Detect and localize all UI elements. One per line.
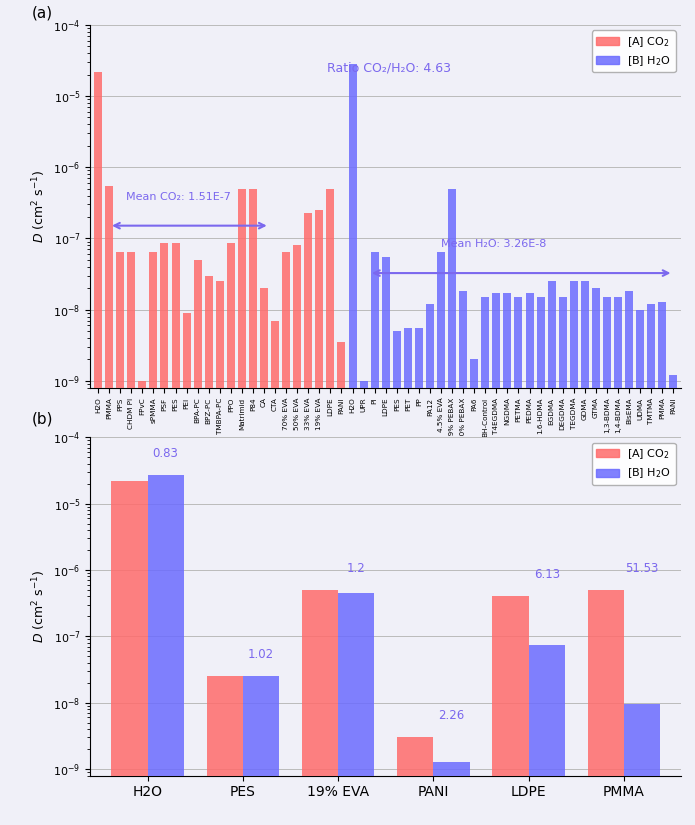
Bar	[426, 304, 434, 825]
Bar	[503, 293, 512, 825]
Bar	[94, 72, 102, 825]
Bar	[111, 481, 147, 825]
Bar	[625, 291, 633, 825]
Bar	[471, 360, 478, 825]
Bar	[138, 381, 147, 825]
Bar	[588, 590, 624, 825]
Y-axis label: $D$ (cm$^2$ s$^{-1}$): $D$ (cm$^2$ s$^{-1}$)	[30, 570, 48, 643]
Bar	[393, 331, 401, 825]
Bar	[548, 281, 555, 825]
Text: Mean H₂O: 3.26E-8: Mean H₂O: 3.26E-8	[441, 239, 546, 249]
Bar	[183, 313, 190, 825]
Bar	[243, 676, 279, 825]
Bar	[302, 590, 338, 825]
Bar	[614, 297, 622, 825]
Bar	[338, 593, 375, 825]
Bar	[581, 281, 589, 825]
Text: 1.2: 1.2	[347, 562, 366, 575]
Bar	[459, 291, 467, 825]
Bar	[514, 297, 523, 825]
Bar	[525, 293, 534, 825]
Bar	[647, 304, 655, 825]
Bar	[492, 293, 500, 825]
Text: Mean CO₂: 1.51E-7: Mean CO₂: 1.51E-7	[126, 192, 231, 202]
Legend: [A] CO$_2$, [B] H$_2$O: [A] CO$_2$, [B] H$_2$O	[592, 31, 676, 73]
Bar	[147, 475, 183, 825]
Bar	[482, 297, 489, 825]
Bar	[415, 328, 423, 825]
Bar	[437, 252, 445, 825]
Bar	[127, 252, 136, 825]
Bar	[370, 252, 379, 825]
Bar	[537, 297, 545, 825]
Bar	[238, 189, 246, 825]
Text: (a): (a)	[31, 6, 52, 21]
Bar	[271, 321, 279, 825]
Bar	[149, 252, 157, 825]
Bar	[227, 243, 235, 825]
Bar	[382, 257, 390, 825]
Bar	[404, 328, 412, 825]
Bar	[669, 375, 678, 825]
Bar	[397, 738, 434, 825]
Bar	[161, 243, 168, 825]
Bar	[592, 288, 600, 825]
Bar	[338, 342, 345, 825]
Bar	[304, 213, 312, 825]
Bar	[636, 309, 644, 825]
Bar	[327, 189, 334, 825]
Bar	[658, 301, 667, 825]
Bar	[570, 281, 578, 825]
Bar	[249, 189, 257, 825]
Legend: [A] CO$_2$, [B] H$_2$O: [A] CO$_2$, [B] H$_2$O	[592, 443, 676, 485]
Bar	[194, 260, 202, 825]
Bar	[293, 245, 301, 825]
Bar	[434, 761, 470, 825]
Text: 6.13: 6.13	[534, 568, 559, 581]
Bar	[105, 186, 113, 825]
Text: 0.83: 0.83	[153, 446, 179, 460]
Bar	[624, 705, 660, 825]
Bar	[316, 210, 323, 825]
Bar	[172, 243, 179, 825]
Text: 51.53: 51.53	[626, 562, 659, 575]
Text: Ratio CO₂/H₂O: 4.63: Ratio CO₂/H₂O: 4.63	[327, 62, 450, 75]
Text: 2.26: 2.26	[439, 710, 464, 722]
Bar	[206, 676, 243, 825]
Bar	[282, 252, 290, 825]
Text: (b): (b)	[31, 412, 53, 427]
Bar	[603, 297, 611, 825]
Text: 1.02: 1.02	[248, 648, 274, 661]
Y-axis label: $D$ (cm$^2$ s$^{-1}$): $D$ (cm$^2$ s$^{-1}$)	[30, 170, 48, 243]
Bar	[205, 276, 213, 825]
Bar	[260, 288, 268, 825]
Bar	[116, 252, 124, 825]
Bar	[216, 281, 224, 825]
Bar	[359, 381, 368, 825]
Bar	[529, 644, 565, 825]
Bar	[493, 596, 529, 825]
Bar	[559, 297, 566, 825]
Bar	[448, 189, 456, 825]
Bar	[349, 64, 357, 825]
